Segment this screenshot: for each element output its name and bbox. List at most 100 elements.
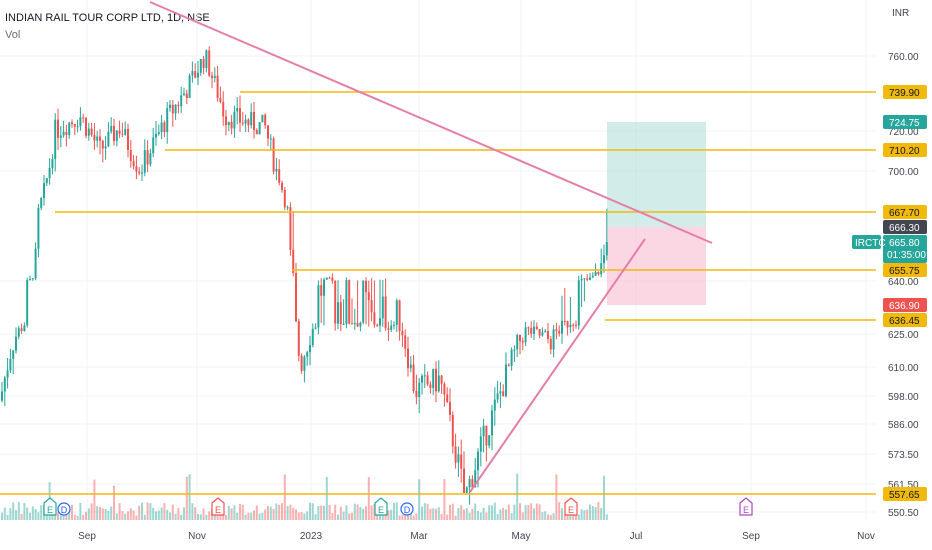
candle-99 bbox=[278, 159, 281, 186]
volume-bar-106 bbox=[297, 512, 300, 520]
svg-text:666.30: 666.30 bbox=[889, 223, 920, 234]
candle-118 bbox=[331, 273, 334, 284]
y-tick-2: 700.00 bbox=[888, 167, 919, 178]
candle-184 bbox=[516, 333, 519, 357]
volume-bar-9 bbox=[26, 507, 29, 520]
volume-bar-105 bbox=[295, 509, 297, 520]
volume-bar-86 bbox=[241, 504, 244, 520]
candle-66 bbox=[185, 89, 188, 105]
volume-bar-215 bbox=[603, 475, 605, 520]
candle-51 bbox=[143, 139, 146, 177]
candle-130 bbox=[365, 277, 367, 325]
candles bbox=[1, 46, 608, 505]
volume-bar-11 bbox=[31, 506, 34, 520]
volume-bar-140 bbox=[393, 502, 395, 520]
volume-bar-37 bbox=[104, 508, 107, 520]
volume-bar-214 bbox=[600, 507, 603, 520]
candle-145 bbox=[407, 336, 409, 377]
candle-81 bbox=[227, 121, 230, 132]
volume-bar-210 bbox=[589, 504, 591, 520]
price-tag-4: 666.30 bbox=[883, 220, 927, 234]
candle-82 bbox=[230, 114, 233, 135]
candle-98 bbox=[275, 157, 278, 181]
candle-138 bbox=[387, 321, 390, 341]
candle-124 bbox=[348, 279, 351, 325]
volume-bar-60 bbox=[169, 512, 171, 520]
volume-bar-66 bbox=[185, 476, 188, 520]
candle-110 bbox=[309, 335, 311, 366]
candle-137 bbox=[384, 278, 387, 331]
candle-44 bbox=[124, 121, 127, 136]
volume-bar-151 bbox=[423, 503, 426, 520]
trend-lines bbox=[149, 1, 713, 493]
candle-213 bbox=[597, 271, 600, 276]
candle-144 bbox=[404, 329, 407, 357]
volume-bar-199 bbox=[558, 502, 561, 520]
volume-bar-115 bbox=[323, 505, 325, 520]
svg-text:IRCTC: IRCTC bbox=[855, 238, 886, 249]
volume-bar-46 bbox=[129, 508, 132, 520]
candle-5 bbox=[15, 327, 17, 354]
volume-bar-45 bbox=[127, 511, 129, 520]
volume-bar-72 bbox=[202, 508, 205, 520]
candle-189 bbox=[530, 321, 533, 338]
volume-bar-161 bbox=[451, 503, 454, 520]
candle-135 bbox=[379, 279, 381, 333]
volume-bar-62 bbox=[174, 513, 177, 520]
candle-42 bbox=[118, 120, 121, 138]
volume-bar-59 bbox=[166, 509, 169, 520]
volume-bar-195 bbox=[547, 514, 549, 520]
candle-1 bbox=[3, 376, 6, 406]
volume-bar-48 bbox=[135, 515, 138, 520]
candle-179 bbox=[502, 384, 505, 397]
volume-bar-121 bbox=[339, 506, 342, 520]
volume-bar-101 bbox=[283, 474, 286, 520]
candle-216 bbox=[605, 208, 608, 261]
candle-95 bbox=[267, 125, 269, 147]
candle-187 bbox=[524, 321, 527, 347]
candle-24 bbox=[68, 121, 71, 139]
x-tick-0: Sep bbox=[78, 531, 96, 542]
volume-bar-202 bbox=[566, 514, 569, 520]
candle-72 bbox=[202, 55, 205, 75]
volume-bar-119 bbox=[334, 504, 337, 520]
candle-63 bbox=[177, 101, 180, 114]
candle-154 bbox=[432, 368, 435, 396]
time-axis[interactable]: Sep Nov 2023 Mar May Jul Sep Nov bbox=[78, 531, 875, 542]
price-tags: 739.90724.75710.20667.70666.30665.8001:3… bbox=[852, 85, 927, 501]
candle-172 bbox=[482, 418, 485, 453]
candle-204 bbox=[572, 323, 575, 332]
candle-158 bbox=[443, 381, 446, 407]
candle-127 bbox=[356, 280, 359, 328]
candle-164 bbox=[460, 439, 463, 483]
volume-bar-8 bbox=[23, 503, 26, 520]
candle-88 bbox=[247, 118, 250, 133]
price-axis[interactable]: INR 760.00 720.00 700.00 640.00 625.00 610.00 5… bbox=[888, 8, 919, 519]
candle-68 bbox=[191, 61, 194, 83]
candle-113 bbox=[317, 280, 320, 335]
volume-bar-193 bbox=[541, 512, 544, 520]
volume-bar-51 bbox=[143, 514, 146, 520]
volume-bar-47 bbox=[132, 510, 135, 520]
candle-70 bbox=[197, 60, 199, 86]
price-tag-1: 724.75 bbox=[883, 115, 927, 129]
volume-bar-25 bbox=[71, 504, 73, 520]
svg-text:01:35:00: 01:35:00 bbox=[887, 250, 926, 261]
volume-bar-128 bbox=[359, 507, 362, 520]
candle-173 bbox=[485, 425, 488, 462]
svg-text:557.65: 557.65 bbox=[889, 490, 920, 501]
candle-32 bbox=[90, 122, 93, 137]
candle-180 bbox=[505, 352, 507, 398]
candle-3 bbox=[9, 348, 12, 374]
candle-185 bbox=[519, 334, 521, 355]
candle-191 bbox=[535, 322, 538, 331]
candle-192 bbox=[538, 328, 541, 339]
candle-121 bbox=[339, 294, 342, 332]
candle-131 bbox=[367, 280, 370, 327]
candle-176 bbox=[493, 387, 496, 426]
volume-bar-154 bbox=[432, 508, 435, 520]
volume-bar-85 bbox=[239, 503, 241, 520]
candle-126 bbox=[353, 308, 356, 330]
volume-bar-173 bbox=[485, 512, 488, 520]
